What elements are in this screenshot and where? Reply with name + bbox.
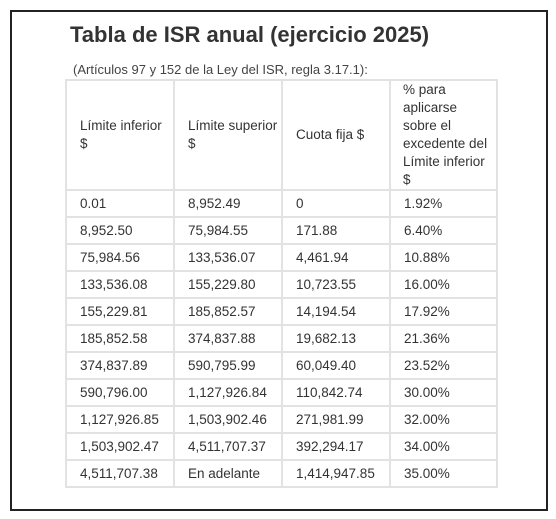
cell-cuota-fija: 171.88 [281, 216, 391, 245]
table-header-row: Límite inferior $ Límite superior $ Cuot… [65, 79, 498, 191]
cell-cuota-fija: 0 [281, 189, 391, 218]
cell-porcentaje: 6.40% [389, 216, 498, 245]
table-row: 0.01 8,952.49 0 1.92% [65, 189, 498, 218]
header-cuota-fija: Cuota fija $ [281, 79, 391, 191]
cell-cuota-fija: 392,294.17 [281, 432, 391, 461]
header-limite-inferior: Límite inferior $ [65, 79, 175, 191]
cell-limite-inferior: 1,503,902.47 [65, 432, 175, 461]
cell-limite-inferior: 155,229.81 [65, 297, 175, 326]
cell-porcentaje: 17.92% [389, 297, 498, 326]
cell-limite-inferior: 185,852.58 [65, 324, 175, 353]
cell-limite-superior: En adelante [173, 459, 283, 488]
table-row: 75,984.56 133,536.07 4,461.94 10.88% [65, 243, 498, 272]
cell-limite-inferior: 4,511,707.38 [65, 459, 175, 488]
cell-limite-inferior: 1,127,926.85 [65, 405, 175, 434]
cell-porcentaje: 32.00% [389, 405, 498, 434]
cell-limite-superior: 155,229.80 [173, 270, 283, 299]
table-caption: (Artículos 97 y 152 de la Ley del ISR, r… [73, 62, 368, 77]
table-row: 185,852.58 374,837.88 19,682.13 21.36% [65, 324, 498, 353]
table-row: 1,503,902.47 4,511,707.37 392,294.17 34.00% [65, 432, 498, 461]
cell-porcentaje: 35.00% [389, 459, 498, 488]
cell-porcentaje: 30.00% [389, 378, 498, 407]
cell-limite-inferior: 133,536.08 [65, 270, 175, 299]
cell-porcentaje: 16.00% [389, 270, 498, 299]
cell-limite-superior: 185,852.57 [173, 297, 283, 326]
table-row: 4,511,707.38 En adelante 1,414,947.85 35.00… [65, 459, 498, 488]
cell-cuota-fija: 19,682.13 [281, 324, 391, 353]
cell-limite-inferior: 0.01 [65, 189, 175, 218]
cell-cuota-fija: 110,842.74 [281, 378, 391, 407]
cell-cuota-fija: 14,194.54 [281, 297, 391, 326]
header-limite-superior: Límite superior $ [173, 79, 283, 191]
cell-limite-superior: 8,952.49 [173, 189, 283, 218]
cell-limite-superior: 590,795.99 [173, 351, 283, 380]
cell-limite-superior: 374,837.88 [173, 324, 283, 353]
table-row: 133,536.08 155,229.80 10,723.55 16.00% [65, 270, 498, 299]
cell-limite-superior: 4,511,707.37 [173, 432, 283, 461]
cell-porcentaje: 34.00% [389, 432, 498, 461]
cell-limite-superior: 1,503,902.46 [173, 405, 283, 434]
document-frame: Tabla de ISR anual (ejercicio 2025) (Art… [10, 10, 548, 511]
table-row: 8,952.50 75,984.55 171.88 6.40% [65, 216, 498, 245]
cell-cuota-fija: 4,461.94 [281, 243, 391, 272]
table-row: 590,796.00 1,127,926.84 110,842.74 30.00% [65, 378, 498, 407]
cell-cuota-fija: 271,981.99 [281, 405, 391, 434]
cell-porcentaje: 10.88% [389, 243, 498, 272]
cell-porcentaje: 21.36% [389, 324, 498, 353]
isr-table: Límite inferior $ Límite superior $ Cuot… [65, 79, 498, 488]
cell-cuota-fija: 10,723.55 [281, 270, 391, 299]
cell-porcentaje: 23.52% [389, 351, 498, 380]
cell-limite-inferior: 590,796.00 [65, 378, 175, 407]
cell-cuota-fija: 1,414,947.85 [281, 459, 391, 488]
cell-limite-inferior: 8,952.50 [65, 216, 175, 245]
table-row: 155,229.81 185,852.57 14,194.54 17.92% [65, 297, 498, 326]
cell-cuota-fija: 60,049.40 [281, 351, 391, 380]
cell-limite-inferior: 75,984.56 [65, 243, 175, 272]
cell-limite-superior: 1,127,926.84 [173, 378, 283, 407]
cell-limite-superior: 133,536.07 [173, 243, 283, 272]
cell-limite-superior: 75,984.55 [173, 216, 283, 245]
cell-limite-inferior: 374,837.89 [65, 351, 175, 380]
cell-porcentaje: 1.92% [389, 189, 498, 218]
header-porcentaje: % para aplicarse sobre el excedente del … [389, 79, 498, 191]
table-row: 1,127,926.85 1,503,902.46 271,981.99 32.00% [65, 405, 498, 434]
table-row: 374,837.89 590,795.99 60,049.40 23.52% [65, 351, 498, 380]
table-body: 0.01 8,952.49 0 1.92% 8,952.50 75,984.55 171.8… [65, 189, 498, 488]
page-title: Tabla de ISR anual (ejercicio 2025) [70, 22, 430, 47]
